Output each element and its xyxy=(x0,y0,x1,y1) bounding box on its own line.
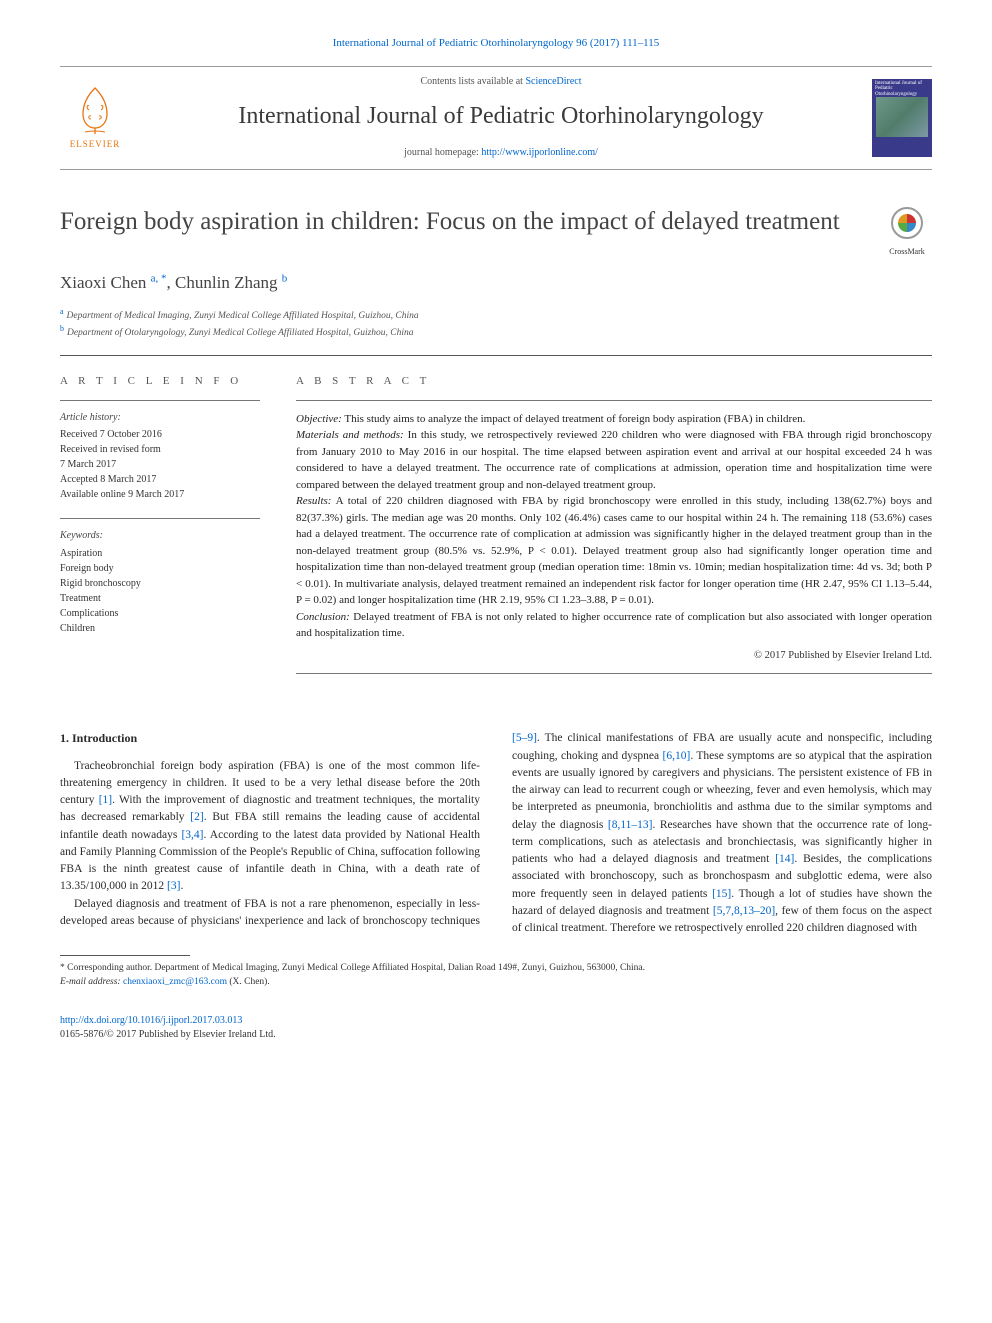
corresponding-author-footnote: * Corresponding author. Department of Me… xyxy=(60,962,932,990)
ref-link[interactable]: [15] xyxy=(712,888,731,900)
affiliations: aDepartment of Medical Imaging, Zunyi Me… xyxy=(60,306,932,341)
elsevier-logo-text: ELSEVIER xyxy=(70,138,121,151)
author-corresp[interactable]: , * xyxy=(156,273,167,285)
ref-link[interactable]: [6,10] xyxy=(663,750,691,762)
crossmark-icon xyxy=(890,206,924,240)
abstract-copyright: © 2017 Published by Elsevier Ireland Ltd… xyxy=(296,648,932,664)
article-info-label: A R T I C L E I N F O xyxy=(60,374,260,390)
journal-homepage-link[interactable]: http://www.ijporlonline.com/ xyxy=(481,147,598,158)
ref-link[interactable]: [5–9] xyxy=(512,732,537,744)
intro-p1: Tracheobronchial foreign body aspiration… xyxy=(60,758,480,896)
abstract-label: A B S T R A C T xyxy=(296,374,932,390)
ref-link[interactable]: [8,11–13] xyxy=(608,819,653,831)
abstract-results: A total of 220 children diagnosed with F… xyxy=(296,495,932,606)
abstract: A B S T R A C T Objective: This study ai… xyxy=(296,374,932,685)
author-aff-b[interactable]: b xyxy=(282,273,288,285)
contents-line: Contents lists available at ScienceDirec… xyxy=(146,75,856,90)
email-link[interactable]: chenxiaoxi_zmc@163.com xyxy=(123,977,227,987)
keywords-text: AspirationForeign bodyRigid bronchoscopy… xyxy=(60,546,260,636)
corresp-text: * Corresponding author. Department of Me… xyxy=(60,962,932,976)
keywords-label: Keywords: xyxy=(60,529,260,544)
homepage-line: journal homepage: http://www.ijporlonlin… xyxy=(146,146,856,161)
masthead: ELSEVIER Contents lists available at Sci… xyxy=(60,66,932,170)
ref-link[interactable]: [3,4] xyxy=(181,829,203,841)
ref-link[interactable]: [3] xyxy=(167,880,180,892)
crossmark-badge[interactable]: CrossMark xyxy=(882,206,932,257)
abstract-results-lead: Results: xyxy=(296,495,331,507)
sciencedirect-link[interactable]: ScienceDirect xyxy=(525,76,581,87)
affiliation-b: Department of Otolaryngology, Zunyi Medi… xyxy=(67,328,414,338)
crossmark-label: CrossMark xyxy=(882,246,932,258)
abstract-objective-lead: Objective: xyxy=(296,413,342,425)
journal-cover-title: International Journal of Pediatric Otorh… xyxy=(872,79,932,100)
email-post: (X. Chen). xyxy=(227,977,270,987)
abstract-objective: This study aims to analyze the impact of… xyxy=(342,413,806,425)
history-label: Article history: xyxy=(60,411,260,426)
authors: Xiaoxi Chen a, *, Chunlin Zhang b xyxy=(60,271,932,296)
ref-link[interactable]: [2] xyxy=(190,811,203,823)
article-title: Foreign body aspiration in children: Foc… xyxy=(60,206,866,239)
journal-reference: International Journal of Pediatric Otorh… xyxy=(60,36,932,52)
elsevier-tree-icon xyxy=(69,84,121,136)
article-info: A R T I C L E I N F O Article history: R… xyxy=(60,374,260,685)
article-body: 1. Introduction Tracheobronchial foreign… xyxy=(60,730,932,937)
journal-name: International Journal of Pediatric Otorh… xyxy=(146,99,856,134)
abstract-conclusion-lead: Conclusion: xyxy=(296,611,350,623)
journal-cover-thumbnail[interactable]: International Journal of Pediatric Otorh… xyxy=(872,79,932,157)
history-text: Received 7 October 2016Received in revis… xyxy=(60,427,260,502)
ref-link[interactable]: [1] xyxy=(99,794,112,806)
doi-link[interactable]: http://dx.doi.org/10.1016/j.ijporl.2017.… xyxy=(60,1015,242,1026)
affiliation-a: Department of Medical Imaging, Zunyi Med… xyxy=(67,311,419,321)
ref-link[interactable]: [5,7,8,13–20] xyxy=(713,905,775,917)
page-footer: http://dx.doi.org/10.1016/j.ijporl.2017.… xyxy=(60,1014,932,1043)
issn-copyright: 0165-5876/© 2017 Published by Elsevier I… xyxy=(60,1028,932,1043)
section-heading-intro: 1. Introduction xyxy=(60,730,480,747)
abstract-methods-lead: Materials and methods: xyxy=(296,429,404,441)
elsevier-logo[interactable]: ELSEVIER xyxy=(60,79,130,157)
ref-link[interactable]: [14] xyxy=(775,853,794,865)
abstract-conclusion: Delayed treatment of FBA is not only rel… xyxy=(296,611,932,640)
email-label: E-mail address: xyxy=(60,977,123,987)
